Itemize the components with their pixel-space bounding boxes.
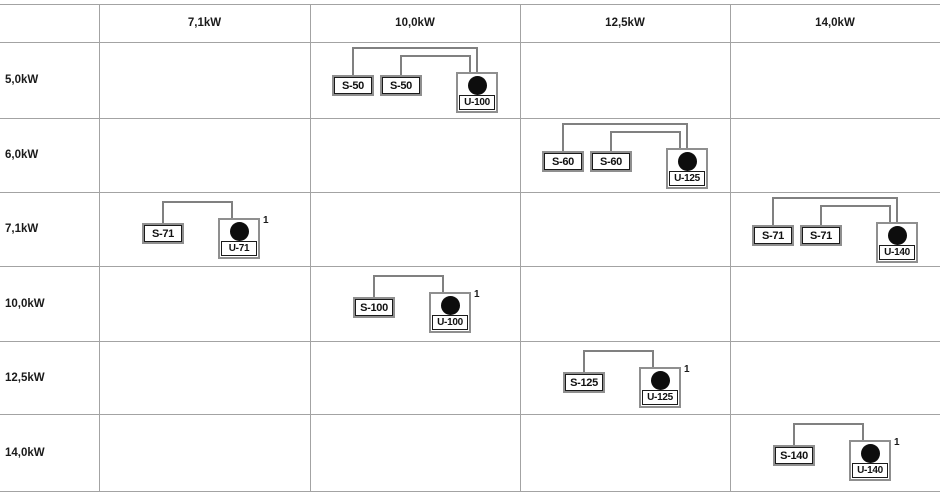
master-unit-box: U-140 [849,440,891,481]
master-unit-label: U-125 [642,390,678,405]
grid-line [730,4,731,491]
unit-dot-icon [650,371,670,390]
unit-dot-icon [887,226,907,245]
combination-cell: S-100 U-100 1 [310,266,520,341]
master-unit-box: U-125 [666,148,708,189]
grid-line [0,341,940,342]
slave-unit-label: S-71 [754,227,792,244]
column-header: 10,0kW [395,17,435,29]
slave-unit-label: S-50 [382,77,420,94]
connector-lines [562,123,688,151]
slave-unit-label: S-71 [144,225,182,242]
slave-unit-label: S-60 [544,153,582,170]
grid-line [0,118,940,119]
row-header: 6,0kW [5,149,39,161]
master-unit-label: U-140 [852,463,888,478]
row-header: 12,5kW [5,371,45,384]
combination-cell: S-71 U-71 1 [99,192,310,266]
combination-cell: S-71 S-71 U-140 [730,192,940,266]
grid-line [0,414,940,415]
master-unit-box: U-125 [639,367,681,408]
connector-lines [373,275,444,297]
slave-unit-box: S-50 [380,75,422,96]
slave-unit-label: S-100 [355,299,393,316]
grid-line [0,4,940,5]
row-header: 10,0kW [5,297,45,310]
connector-line [352,47,478,75]
master-unit-box: U-140 [876,222,918,263]
unit-dot-icon [677,152,697,171]
master-unit-box: U-100 [429,292,471,333]
slave-unit-label: S-50 [334,77,372,94]
slave-unit-label: S-60 [592,153,630,170]
slave-unit-box: S-125 [563,372,605,393]
connector-lines [162,201,233,223]
unit-dot-icon [860,444,880,463]
master-unit-box: U-100 [456,72,498,113]
grid-line [0,42,940,43]
combination-cell: S-125 U-125 1 [520,341,730,414]
connector-line [583,350,654,372]
slave-unit-box: S-140 [773,445,815,466]
footnote-marker: 1 [263,215,269,226]
master-unit-label: U-140 [879,245,915,260]
master-unit-label: U-71 [221,241,257,256]
connector-line [400,55,471,75]
slave-unit-box: S-60 [542,151,584,172]
slave-unit-box: S-71 [752,225,794,246]
connector-line [772,197,898,225]
connector-line [373,275,444,297]
grid-line [0,266,940,267]
footnote-marker: 1 [684,364,690,375]
unit-dot-icon [440,296,460,315]
slave-unit-box: S-100 [353,297,395,318]
column-header: 7,1kW [187,17,222,29]
row-header: 7,1kW [5,223,39,235]
row-header: 14,0kW [5,446,45,459]
grid-line [0,192,940,193]
master-unit-label: U-125 [669,171,705,186]
master-unit-box: U-71 [218,218,260,259]
grid-line [0,491,940,492]
master-unit-label: U-100 [432,315,468,330]
slave-unit-label: S-71 [802,227,840,244]
grid-line [520,4,521,491]
slave-unit-label: S-125 [565,374,603,391]
slave-unit-box: S-50 [332,75,374,96]
combination-cell: S-140 U-140 1 [730,414,940,491]
connector-lines [793,423,864,445]
connector-lines [772,197,898,225]
connector-line [610,131,681,151]
grid-line [99,4,100,491]
combination-cell: S-60 S-60 U-125 [520,118,730,192]
connector-line [820,205,891,225]
column-header: 14,0kW [815,17,855,29]
unit-dot-icon [467,76,487,95]
connector-line [793,423,864,445]
unit-dot-icon [229,222,249,241]
footnote-marker: 1 [894,437,900,448]
column-header: 12,5kW [605,17,645,29]
slave-unit-box: S-71 [800,225,842,246]
grid-line [310,4,311,491]
connector-lines [583,350,654,372]
slave-unit-box: S-60 [590,151,632,172]
slave-unit-box: S-71 [142,223,184,244]
connector-line [162,201,233,223]
connector-line [562,123,688,151]
row-header: 5,0kW [5,74,39,86]
slave-unit-label: S-140 [775,447,813,464]
combination-cell: S-50 S-50 U-100 [310,42,520,118]
connector-lines [352,47,478,75]
footnote-marker: 1 [474,289,480,300]
master-unit-label: U-100 [459,95,495,110]
